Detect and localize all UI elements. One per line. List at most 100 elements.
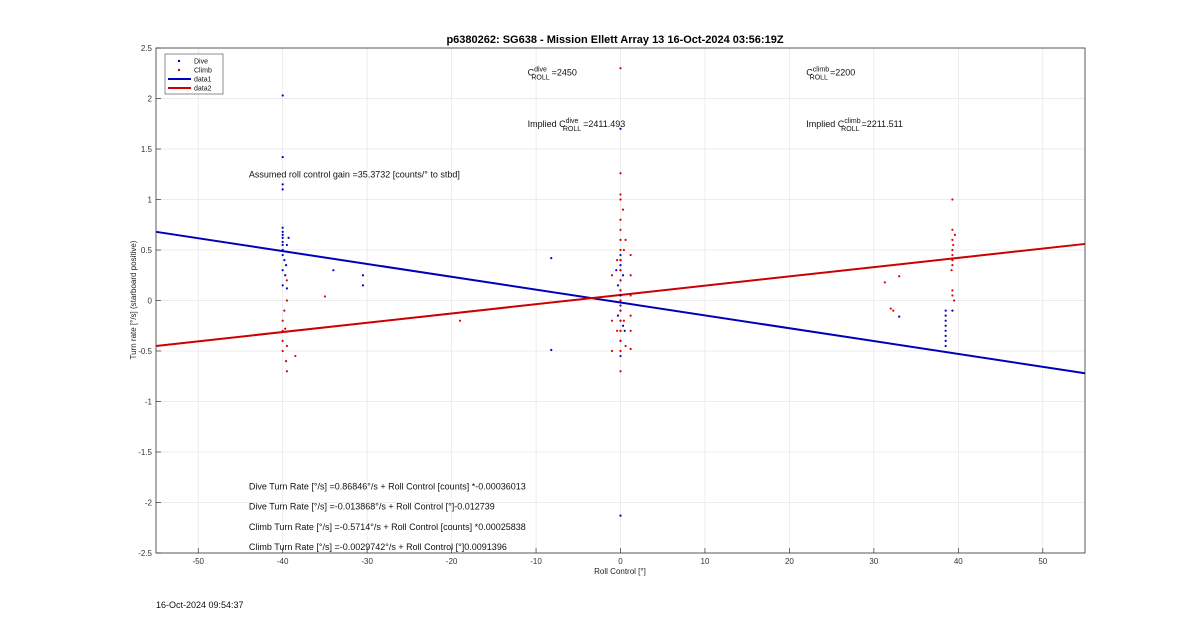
point-climb [953,233,957,236]
legend-label-dive: Dive [194,59,208,66]
point-dive [550,348,553,352]
point-dive [619,514,622,517]
x-tick-label: 20 [785,557,794,566]
x-tick-label: 50 [1038,557,1047,566]
point-climb [458,319,462,322]
point-climb [619,349,622,353]
legend-marker-dive [177,59,181,63]
point-climb [616,259,619,262]
point-dive [623,329,626,332]
point-dive [281,94,284,97]
point-climb [281,349,284,353]
point-dive [361,274,365,277]
point-climb [294,354,297,358]
point-dive [550,256,553,260]
annotation-implied-climb: Implied Cclimb ROLL=2211.511 [806,118,903,133]
point-climb [951,228,954,231]
point-dive [944,344,947,348]
point-climb [952,243,955,247]
x-tick-label: -10 [530,557,542,566]
x-tick-label: -20 [446,557,458,566]
point-climb [952,299,956,302]
point-climb [951,289,954,292]
point-climb [624,238,627,241]
point-dive [285,243,289,247]
point-dive [619,264,622,267]
point-climb [619,289,622,292]
point-climb [883,281,886,284]
point-climb [283,309,286,312]
point-dive [621,324,625,327]
legend-label-climb: Climb [194,68,212,75]
point-climb [622,319,625,322]
point-climb [285,370,289,373]
point-dive [944,329,947,332]
point-climb [616,329,619,332]
y-tick-label: 0 [148,297,153,306]
x-tick-label: 10 [701,557,710,566]
y-tick-label: 1.5 [141,145,153,154]
point-climb [619,172,622,175]
point-climb [629,314,632,317]
plot-frame [155,47,1086,554]
point-climb [619,218,622,221]
point-dive [616,284,620,287]
point-dive [281,155,284,159]
point-climb [629,329,632,332]
legend-label-data2: data2 [194,86,212,93]
point-dive [944,324,947,327]
point-dive [944,339,947,342]
point-climb [619,279,622,282]
y-tick-label: 2 [148,95,153,104]
point-climb [889,307,892,310]
point-dive [281,253,284,257]
point-climb [951,253,954,257]
x-tick-label: -50 [192,557,204,566]
point-climb [610,319,614,322]
point-climb [621,208,625,211]
point-climb [951,248,954,252]
y-axis-label: Turn rate [°/s] (starboard positive) [129,240,138,359]
point-dive [944,309,947,312]
point-climb [281,329,284,332]
point-climb [629,274,632,277]
y-tick-label: -1 [145,398,153,407]
point-dive [281,248,284,252]
point-climb [619,198,622,201]
x-tick-label: -30 [361,557,373,566]
point-dive [944,319,947,322]
point-dive [951,309,954,312]
y-tick-label: 2.5 [141,44,153,53]
y-tick-label: 1 [148,196,153,205]
point-climb [950,269,953,272]
annotation-fit1: Dive Turn Rate [°/s] =0.86846°/s + Roll … [249,481,526,491]
point-climb [610,349,614,353]
point-dive [287,236,290,239]
point-dive [621,274,625,277]
y-tick-label: 0.5 [141,246,153,255]
point-climb [619,238,622,241]
y-tick-label: -0.5 [138,347,152,356]
series-line-data1 [155,230,1086,375]
annotation-fit2: Dive Turn Rate [°/s] =-0.013868°/s + Rol… [249,502,495,512]
point-dive [281,269,284,272]
point-dive [281,233,284,236]
axis-ticks: -50 -40 -30 -20 -10 0 10 20 30 40 50-2.5-2-1.5-1-0… [138,44,1048,566]
point-climb [619,329,622,332]
point-climb [285,279,289,282]
point-dive [281,240,284,244]
data-points [281,67,957,517]
point-dive [283,259,286,262]
point-dive [281,183,284,186]
point-climb [281,319,284,322]
point-climb [619,228,622,231]
point-dive [281,226,284,229]
point-dive [898,315,901,318]
x-tick-label: 40 [954,557,963,566]
x-tick-label: 30 [869,557,878,566]
point-dive [284,274,287,277]
point-climb [619,67,622,70]
annotations: Cdive ROLL=2450 Cclimb ROLL=2200 Implied Cdi… [249,66,903,552]
annotation-fit4: Climb Turn Rate [°/s] =-0.0029742°/s + R… [249,542,507,552]
